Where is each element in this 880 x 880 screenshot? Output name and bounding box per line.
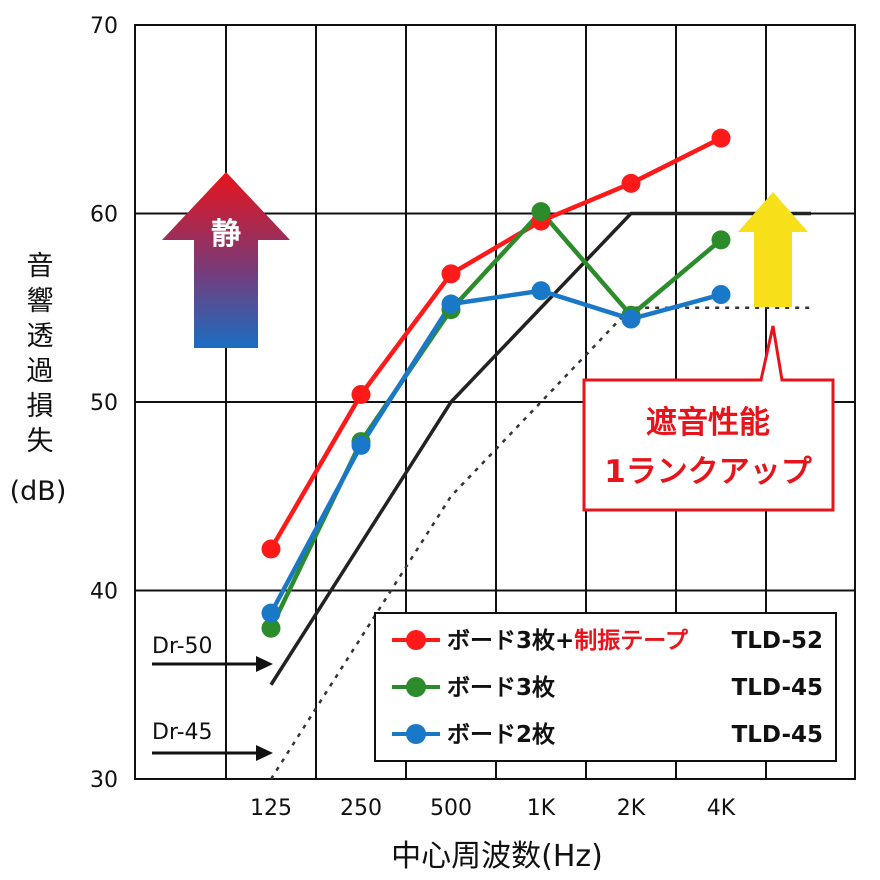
legend-rating-2: TLD-45 [732,675,823,701]
x-tick-label: 2K [617,796,646,821]
dr50-label: Dr-50 [152,634,213,659]
dr50-arrow-icon [256,656,273,672]
up-arrow-icon [738,192,808,307]
series-1-point [351,384,371,404]
dr45-marker: Dr-45 [152,720,273,761]
series-3-point [621,309,641,329]
legend-rating-3: TLD-45 [732,722,823,748]
series-3-point [261,603,281,623]
series-2-point [531,202,551,222]
callout: 遮音性能 1ランクアップ [582,325,835,512]
y-tick-label: 70 [90,14,118,39]
y-tick-label: 50 [90,391,118,416]
y-axis-label: 音響透過損失 (dB) [10,251,67,507]
callout-box [582,325,835,512]
y-tick-labels: 30 40 50 60 70 [90,14,118,793]
series-1-point [441,264,461,284]
legend-item-3: ボード2枚 TLD-45 [392,721,823,748]
reference-line-dr-50 [269,211,811,686]
dr45-label: Dr-45 [152,720,213,745]
y-axis-unit: (dB) [10,476,67,507]
y-tick-label: 60 [90,203,118,228]
legend-marker-1 [406,630,426,650]
series-3-point [351,435,371,455]
callout-line1: 遮音性能 [646,405,770,441]
series-line-3 [269,288,722,615]
series-1-point [711,128,731,148]
quiet-arrow-icon [162,172,290,348]
series-3-point [531,281,551,301]
dr45-arrow-icon [256,745,273,761]
y-tick-label: 40 [90,580,118,605]
legend-rating-1: TLD-52 [732,628,823,654]
x-tick-label: 500 [430,796,472,821]
series-2-point [711,230,731,250]
quiet-label: 静 [211,217,241,252]
legend-item-2: ボード3枚 TLD-45 [392,674,823,701]
series-3-point [441,294,461,314]
legend-name-2: ボード3枚 [447,674,555,701]
y-axis-title: 音響透過損失 [27,251,54,457]
legend-text-1: ボード3枚+制振テープ [447,627,689,654]
x-tick-label: 125 [250,796,292,821]
dr50-marker: Dr-50 [152,634,273,672]
series-line-1 [269,136,723,551]
x-tick-label: 250 [340,796,382,821]
series-2-point [261,618,281,638]
legend-name-3: ボード2枚 [447,721,555,748]
legend-box [374,612,837,762]
legend-item-1: ボード3枚+制振テープ TLD-52 [392,627,823,654]
series-1-point [261,539,281,559]
y-tick-label: 30 [90,768,118,793]
legend-name-1b: 制振テープ [574,627,689,654]
series-3-point [711,285,731,305]
legend-name-1a: ボード3枚+ [447,627,574,654]
x-tick-label: 1K [527,796,556,821]
reference-lines [269,211,811,780]
quiet-arrow: 静 [162,172,290,348]
x-axis-title: 中心周波数(Hz) [391,839,603,874]
x-tick-labels: 125 250 500 1K 2K 4K [250,796,736,821]
series-1-point [621,173,641,193]
legend-marker-2 [406,677,426,697]
data-series [261,128,731,638]
legend: ボード3枚+制振テープ TLD-52 ボード3枚 TLD-45 ボード2枚 TL… [374,612,837,762]
legend-marker-3 [406,724,426,744]
callout-line2: 1ランクアップ [604,454,813,490]
x-tick-label: 4K [707,796,736,821]
